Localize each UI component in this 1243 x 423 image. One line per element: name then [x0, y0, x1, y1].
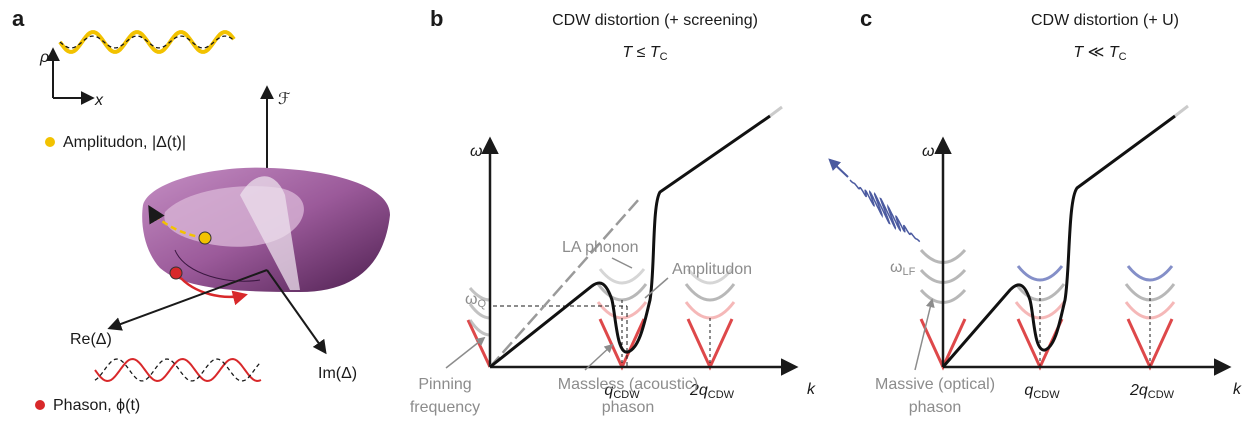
text-sub: C	[660, 51, 668, 63]
reference-wave	[59, 35, 235, 49]
text-line: phason	[602, 399, 655, 416]
mode-cup	[686, 268, 734, 285]
text-line: Massless (acoustic)	[558, 376, 698, 393]
potential-highlight	[240, 176, 300, 290]
mode-cone	[466, 319, 492, 368]
la-phonon-label: LA phonon	[562, 239, 639, 256]
text-line: frequency	[410, 399, 480, 416]
text-main: ω	[890, 259, 903, 276]
surface-edge	[174, 249, 261, 282]
title-text: CDW distortion (+ U)	[1031, 12, 1179, 29]
k-label: k	[1233, 381, 1242, 398]
text-main: 2q	[689, 382, 708, 399]
dispersion-fade	[1174, 104, 1189, 118]
panel-letter: a	[12, 6, 25, 31]
x-label: x	[94, 92, 104, 109]
panel-title: CDW distortion (+ screening)	[552, 12, 758, 29]
dispersion	[489, 114, 771, 369]
text-sub: Q	[478, 298, 487, 310]
phason-wave	[94, 357, 262, 383]
text-sub: CDW	[1033, 389, 1060, 401]
pulse-arrow	[828, 158, 849, 178]
re-label: Re(Δ)	[70, 331, 112, 348]
text-sub: C	[1119, 51, 1127, 63]
text-sub: CDW	[613, 389, 640, 401]
panel-a: a ρ x Amplitudon, |Δ(t)| ℱ Re(Δ) Im(Δ) P…	[12, 6, 390, 414]
text-line: Massive (optical)	[875, 376, 995, 393]
omega-lf-label: ωLF	[890, 259, 916, 278]
q2-label: 2qCDW	[1129, 382, 1175, 401]
text-line: Pinning	[418, 376, 471, 393]
phason-path	[177, 274, 248, 306]
text-main: T ≤ T	[622, 44, 660, 61]
pointer	[644, 277, 669, 299]
k-label: k	[807, 381, 816, 398]
amplitudon-label: Amplitudon, |Δ(t)|	[63, 134, 186, 151]
pinning-label: Pinning frequency	[410, 376, 480, 416]
mode-cup	[684, 301, 736, 320]
text-main: T ≪ T	[1073, 44, 1119, 61]
phason-dot	[35, 400, 45, 410]
im-axis	[266, 269, 327, 355]
omega-q-label: ωQ	[465, 291, 487, 310]
pointer	[445, 336, 486, 369]
text-sub: CDW	[1148, 389, 1175, 401]
dispersion	[941, 114, 1176, 368]
text-sub: LF	[903, 266, 916, 278]
dispersion-fade	[769, 105, 783, 118]
pointer	[584, 343, 614, 371]
text-line: phason	[909, 399, 962, 416]
re-axis	[107, 269, 268, 331]
amplitudon-marker	[198, 231, 212, 245]
text-main: 2q	[1129, 382, 1148, 399]
mode-cup	[596, 283, 648, 302]
text-sub: CDW	[708, 389, 735, 401]
amplitudon-dot	[45, 137, 55, 147]
mode-cup	[1126, 265, 1174, 282]
mode-cup	[598, 268, 646, 285]
massive-label: Massive (optical) phason	[875, 376, 995, 416]
omega-label: ω	[470, 143, 482, 160]
rho-label: ρ	[39, 49, 49, 66]
panel-letter: c	[860, 6, 872, 31]
amplitudon-label: Amplitudon	[672, 261, 752, 278]
im-label: Im(Δ)	[318, 365, 357, 382]
panel-c: c CDW distortion (+ U) T ≪ TC ω k ωLF qC…	[828, 6, 1242, 416]
pointer	[611, 257, 633, 269]
panel-b: b CDW distortion (+ screening) T ≤ TC ω …	[410, 6, 816, 416]
mode-cup	[596, 301, 648, 320]
phason-marker	[169, 266, 183, 280]
reference-wave	[94, 358, 262, 382]
text-main: q	[1024, 382, 1033, 399]
q2-label: 2qCDW	[689, 382, 735, 401]
temperature-label: T ≪ TC	[1073, 44, 1126, 63]
mode-cup	[468, 287, 491, 337]
panel-letter: b	[430, 6, 443, 31]
massless-label: Massless (acoustic) phason	[558, 376, 698, 416]
text-main: ω	[465, 291, 478, 308]
temperature-label: T ≤ TC	[622, 44, 667, 63]
omega-label: ω	[922, 143, 934, 160]
light-pulse	[849, 179, 921, 243]
mode-cup	[1016, 265, 1064, 282]
pointer	[914, 298, 935, 371]
q-label: qCDW	[1024, 382, 1060, 401]
mode-cup	[684, 283, 736, 302]
text-main: q	[604, 382, 613, 399]
f-label: ℱ	[278, 91, 291, 108]
panel-title: CDW distortion (+ U)	[1031, 12, 1179, 29]
q-label: qCDW	[604, 382, 640, 401]
phason-label: Phason, ϕ(t)	[53, 397, 140, 414]
